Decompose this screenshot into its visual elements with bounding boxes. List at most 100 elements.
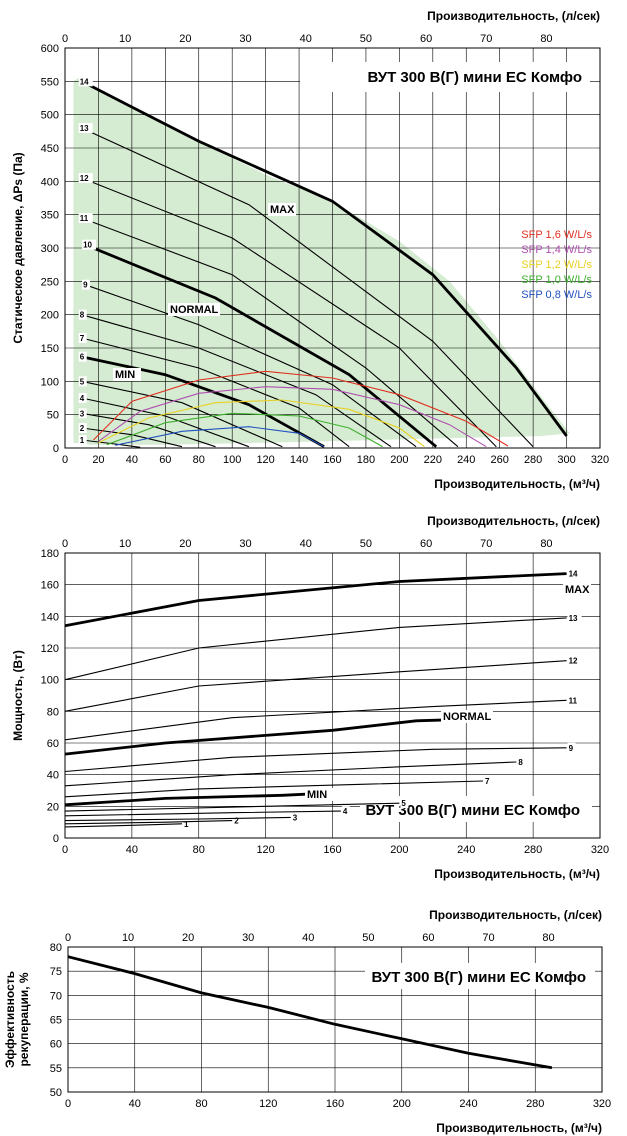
x2-tick-label: 10 <box>122 932 134 944</box>
x-axis-label: Производительность, (м³/ч) <box>436 1121 602 1135</box>
sfp-curve <box>98 399 425 448</box>
series-line <box>64 802 400 812</box>
y-tick-label: 40 <box>47 770 59 782</box>
x-tick-label: 320 <box>591 844 609 856</box>
y-tick-label: 75 <box>50 966 62 978</box>
series-line <box>84 284 417 448</box>
x2-tick-label: 10 <box>119 33 131 45</box>
x-tick-label: 140 <box>290 454 308 466</box>
series-label: 2 <box>234 817 239 826</box>
y-tick-label: 350 <box>41 210 59 222</box>
normal-label: NORMAL <box>170 304 219 316</box>
y-tick-label: 300 <box>41 243 59 255</box>
x-tick-label: 240 <box>457 454 475 466</box>
series-label-bg <box>78 408 87 419</box>
x-tick-label: 320 <box>591 454 609 466</box>
series-label: 9 <box>83 281 88 290</box>
series-label-bg <box>78 333 87 343</box>
y-tick-label: 55 <box>50 1063 62 1075</box>
series-line <box>64 780 484 798</box>
sfp-curve <box>98 386 487 448</box>
series-line <box>81 397 250 448</box>
series-label-bg <box>567 695 582 706</box>
series-line <box>64 747 567 773</box>
x-tick-label: 200 <box>390 454 408 466</box>
x-tick-label: 300 <box>557 454 575 466</box>
x2-tick-label: 60 <box>420 538 432 550</box>
series-label: 1 <box>184 820 189 829</box>
x-tick-label: 80 <box>195 1098 207 1110</box>
x2-tick-label: 60 <box>420 33 432 45</box>
chart-1: 0 20 40 60 80 100 120 140 160 180 200 220 240 260 280 3… <box>11 9 609 491</box>
x2-tick-label: 80 <box>540 538 552 550</box>
x2-tick-label: 0 <box>62 538 68 550</box>
series-line <box>64 816 291 822</box>
series-line <box>81 412 216 448</box>
x2-tick-label: 40 <box>300 538 312 550</box>
series-label-bg <box>78 435 87 445</box>
chart-title: ВУТ 300 В(Г) мини ЕС Комфо <box>368 69 583 86</box>
series-label: 3 <box>80 409 85 418</box>
min-label-bg <box>305 788 333 801</box>
x-tick-label: 200 <box>393 1098 411 1110</box>
x-tick-label: 280 <box>526 1098 544 1110</box>
x2-tick-label: 30 <box>239 33 251 45</box>
series-line <box>64 792 316 807</box>
y-tick-label: 60 <box>50 1039 62 1051</box>
x-tick-label: 120 <box>259 1098 277 1110</box>
legend-entry: SFP 1,4 W/L/s <box>521 244 592 256</box>
series-line <box>64 660 567 712</box>
operating-area <box>73 78 570 445</box>
chart-title: ВУТ 300 В(Г) мини ЕС Комфо <box>372 969 587 986</box>
series-label: 13 <box>569 614 578 623</box>
series-line <box>64 572 567 628</box>
series-label-bg <box>78 393 87 403</box>
y-tick-label: 20 <box>47 801 59 813</box>
y-axis-label: Статическое давление, ΔPs (Па) <box>11 152 25 343</box>
y-tick-label: 80 <box>47 706 59 718</box>
x2-tick-label: 40 <box>302 932 314 944</box>
x-axis-label: Производительность, (м³/ч) <box>434 477 600 491</box>
x-tick-label: 0 <box>65 1098 71 1110</box>
series-label-bg <box>567 612 582 623</box>
series-line <box>81 217 459 448</box>
series-line <box>64 699 567 741</box>
series-label-bg <box>78 213 93 223</box>
series-line <box>64 810 341 817</box>
series-label: 9 <box>569 744 574 753</box>
x2-tick-label: 70 <box>482 932 494 944</box>
series-line <box>81 439 141 448</box>
y-tick-label: 100 <box>41 675 59 687</box>
series-label-bg <box>483 776 492 786</box>
min-label: MIN <box>307 789 327 801</box>
max-label-bg <box>563 583 591 596</box>
y-tick-label: 70 <box>50 990 62 1002</box>
x-tick-label: 280 <box>524 454 542 466</box>
series-label-bg <box>183 818 192 829</box>
series-label: 4 <box>343 807 348 816</box>
y-tick-label: 400 <box>41 176 59 188</box>
legend-entry: SFP 1,0 W/L/s <box>521 274 592 286</box>
x2-tick-label: 30 <box>242 932 254 944</box>
x-tick-label: 80 <box>193 844 205 856</box>
x-tick-label: 160 <box>323 844 341 856</box>
x2-tick-label: 70 <box>480 538 492 550</box>
y-tick-label: 500 <box>41 110 59 122</box>
x-tick-label: 80 <box>193 454 205 466</box>
x2-tick-label: 80 <box>540 33 552 45</box>
series-label: 4 <box>80 394 85 403</box>
x-axis-label: Производительность, (м³/ч) <box>434 867 600 881</box>
max-label: MAX <box>270 204 295 216</box>
series-line <box>64 823 183 828</box>
x-tick-label: 240 <box>459 1098 477 1110</box>
normal-label: NORMAL <box>443 711 492 723</box>
sfp-curve <box>115 426 325 448</box>
series-label-bg <box>82 239 97 250</box>
x-tick-label: 0 <box>62 454 68 466</box>
x-tick-label: 220 <box>424 454 442 466</box>
sfp-curve <box>93 370 509 447</box>
series-line <box>81 80 568 437</box>
chart-2: 0 40 80 120 160 200 240 280 32002040608010012014… <box>11 514 609 881</box>
y-tick-label: 600 <box>41 43 59 55</box>
